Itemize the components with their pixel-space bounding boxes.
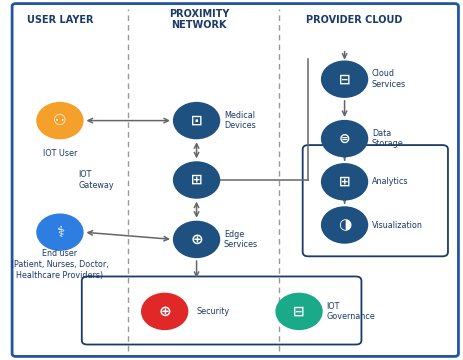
Text: PROVIDER CLOUD: PROVIDER CLOUD — [306, 15, 402, 25]
Text: ◑: ◑ — [338, 217, 351, 233]
Text: ⚕: ⚕ — [56, 225, 64, 240]
Text: IOT
Governance: IOT Governance — [326, 302, 375, 321]
Circle shape — [36, 102, 84, 139]
Circle shape — [321, 60, 368, 98]
Text: ⊜: ⊜ — [339, 132, 350, 145]
Text: Edge
Services: Edge Services — [224, 230, 258, 249]
Circle shape — [36, 213, 84, 251]
Text: ⚇: ⚇ — [53, 113, 67, 128]
Text: ⊞: ⊞ — [339, 175, 350, 189]
Text: ⊞: ⊞ — [191, 173, 202, 187]
Circle shape — [173, 161, 220, 199]
Text: Data
Storage: Data Storage — [372, 129, 404, 148]
Text: Cloud
Services: Cloud Services — [372, 69, 406, 89]
FancyBboxPatch shape — [303, 145, 448, 256]
Text: ⊕: ⊕ — [158, 304, 171, 319]
Text: ⊟: ⊟ — [339, 72, 350, 86]
Text: IOT User: IOT User — [43, 149, 77, 158]
Circle shape — [321, 206, 368, 244]
Circle shape — [275, 293, 323, 330]
Text: Visualization: Visualization — [372, 220, 423, 230]
Text: Medical
Devices: Medical Devices — [224, 111, 256, 130]
Text: IOT
Gateway: IOT Gateway — [78, 170, 114, 190]
Text: PROXIMITY
NETWORK: PROXIMITY NETWORK — [169, 9, 229, 30]
Text: USER LAYER: USER LAYER — [27, 15, 93, 25]
Circle shape — [321, 163, 368, 201]
Circle shape — [173, 221, 220, 258]
Text: ⊡: ⊡ — [191, 114, 202, 127]
Text: End user
(Patient, Nurses, Doctor,
Healthcare Providers): End user (Patient, Nurses, Doctor, Healt… — [11, 249, 109, 280]
FancyBboxPatch shape — [12, 4, 458, 356]
Text: ⊟: ⊟ — [293, 305, 305, 318]
Circle shape — [141, 293, 188, 330]
Text: Analytics: Analytics — [372, 177, 408, 186]
Text: ⊕: ⊕ — [190, 232, 203, 247]
FancyBboxPatch shape — [82, 276, 362, 345]
Circle shape — [321, 120, 368, 157]
Text: Security: Security — [197, 307, 230, 316]
Circle shape — [173, 102, 220, 139]
